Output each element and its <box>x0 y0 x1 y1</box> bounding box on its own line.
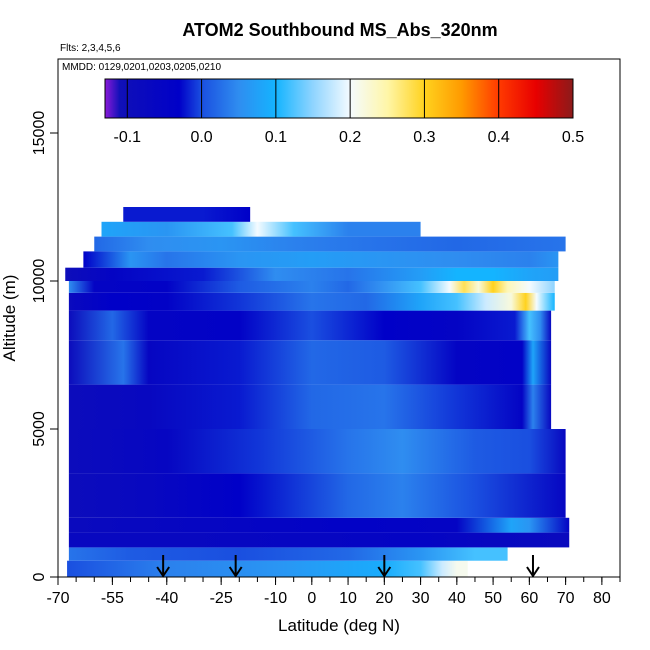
x-tick-label: 50 <box>484 590 502 607</box>
heatmap-band <box>68 532 570 548</box>
x-tick-label: 10 <box>339 590 357 607</box>
x-tick-label: -55 <box>101 590 124 607</box>
plot-border <box>57 58 621 578</box>
y-tick-label: 5000 <box>31 411 48 447</box>
y-axis: 0 5000 10000 15000 <box>31 111 58 581</box>
arrow-head <box>156 566 170 578</box>
heatmap-band <box>68 384 552 429</box>
chart-title: ATOM2 Southbound MS_Abs_320nm <box>182 20 497 40</box>
heatmap-band <box>68 292 555 311</box>
heatmap-band <box>68 517 570 533</box>
x-tick-label: 20 <box>375 590 393 607</box>
x-tick-label: 30 <box>412 590 430 607</box>
heatmap-band <box>67 560 468 577</box>
colorbar-tick-label: 0.3 <box>413 129 435 146</box>
heatmap-band <box>68 281 555 293</box>
colorbar-tick-label: 0.1 <box>265 129 287 146</box>
x-tick-label: -25 <box>210 590 233 607</box>
colorbar-tick-label: 0.0 <box>190 129 212 146</box>
colorbar-tick-label: 0.5 <box>562 129 584 146</box>
x-tick-label: 70 <box>557 590 575 607</box>
arrow-head <box>228 566 243 578</box>
x-tick-label: 60 <box>520 590 538 607</box>
heatmap-band <box>68 340 552 385</box>
heatmap-band <box>123 207 251 222</box>
colorbar-tick-label: 0.2 <box>339 129 361 146</box>
heatmap-band <box>68 310 552 341</box>
x-tick-label: -10 <box>264 590 287 607</box>
colorbar-tick-label: -0.1 <box>113 129 141 146</box>
x-tick-label: -70 <box>46 590 69 607</box>
colorbar: -0.1 0.0 0.1 0.2 0.3 0.4 0.5 <box>104 78 584 146</box>
y-tick-label: 10000 <box>31 259 48 304</box>
y-axis-title: Altitude (m) <box>0 275 19 362</box>
x-axis-title: Latitude (deg N) <box>278 616 400 635</box>
heatmap-band <box>68 547 508 561</box>
heatmap-band <box>68 429 566 474</box>
latitude-arrows <box>156 555 540 578</box>
x-tick-label: 80 <box>593 590 611 607</box>
heatmap-band <box>68 473 566 518</box>
arrow-head <box>526 566 540 578</box>
colorbar-tick-label: 0.4 <box>488 129 510 146</box>
y-tick-label: 15000 <box>31 111 48 156</box>
heatmap-band <box>101 221 421 237</box>
heatmap-band <box>65 267 559 281</box>
heatmap-band <box>83 251 559 268</box>
heatmap-band <box>94 236 566 252</box>
y-tick-label: 0 <box>31 572 48 581</box>
arrow-head <box>377 566 392 578</box>
flights-label: Flts: 2,3,4,5,6 <box>60 43 121 54</box>
x-tick-label: 0 <box>307 590 316 607</box>
x-tick-label: -40 <box>155 590 178 607</box>
heatmap-layer <box>65 207 570 577</box>
colorbar-ramp <box>104 78 574 119</box>
x-tick-label: 40 <box>448 590 466 607</box>
x-axis: -70 -55 -40 -25 -10 0 10 20 30 40 50 60 70 80 <box>46 577 621 607</box>
mmdd-label: MMDD: 0129,0201,0203,0205,0210 <box>62 62 221 73</box>
